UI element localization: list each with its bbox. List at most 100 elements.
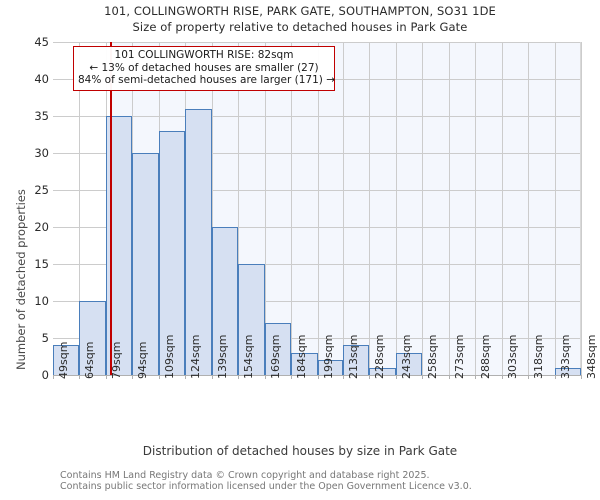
- x-axis-tick-mark: [132, 375, 134, 379]
- property-annotation-box: 101 COLLINGWORTH RISE: 82sqm ← 13% of de…: [73, 46, 335, 91]
- histogram-bar: [264, 323, 292, 375]
- x-axis-tick-label: 348sqm: [585, 334, 598, 379]
- gridline-vertical: [475, 42, 477, 375]
- histogram-bar: [158, 130, 186, 375]
- x-axis-tick-label: 333sqm: [558, 334, 572, 379]
- x-axis-tick-label: 109sqm: [162, 334, 176, 379]
- y-axis-ticks: 0 5 10 15 20 25 30 35 40 45: [0, 0, 49, 500]
- footer-line-1: Contains HM Land Registry data © Crown c…: [60, 470, 430, 481]
- x-axis-title: Distribution of detached houses by size …: [142, 444, 458, 458]
- gridline-horizontal: [53, 190, 580, 191]
- histogram-bar: [79, 301, 106, 375]
- gridline-horizontal: [53, 116, 580, 117]
- x-axis-tick-label: 184sqm: [295, 334, 309, 379]
- y-axis-tick-label: 15: [34, 257, 49, 271]
- x-axis-tick-label: 94sqm: [136, 341, 150, 379]
- histogram-bar: [238, 264, 265, 375]
- x-axis-tick-label: 258sqm: [426, 334, 440, 379]
- gridline-vertical: [238, 42, 240, 375]
- x-axis-tick-label: 199sqm: [321, 334, 335, 379]
- y-axis-tick-label: 0: [41, 368, 49, 382]
- x-axis-tick-mark: [211, 375, 213, 379]
- histogram-bar: [53, 345, 80, 375]
- gridline-vertical: [264, 42, 266, 375]
- x-axis-tick-label: 49sqm: [57, 341, 70, 379]
- page-subtitle: Size of property relative to detached ho…: [132, 20, 468, 34]
- footer-attribution: Contains HM Land Registry data © Crown c…: [60, 470, 580, 492]
- gridline-vertical: [342, 42, 344, 375]
- y-axis-tick-label: 35: [34, 109, 49, 123]
- x-axis-tick-mark: [264, 375, 266, 379]
- y-axis-tick-label: 40: [34, 72, 49, 86]
- annotation-line-2: ← 13% of detached houses are smaller (27…: [89, 61, 319, 74]
- gridline-horizontal: [53, 338, 580, 339]
- gridline-vertical: [211, 42, 213, 375]
- gridline-horizontal: [53, 264, 580, 265]
- histogram-bar: [211, 227, 239, 375]
- x-axis-tick-mark: [475, 375, 477, 379]
- y-axis-tick-label: 25: [34, 183, 49, 197]
- plot-area: [53, 42, 582, 375]
- histogram-bar: [395, 352, 423, 375]
- gridline-horizontal: [53, 301, 580, 302]
- gridline-vertical: [395, 42, 397, 375]
- x-axis-tick-label: 124sqm: [189, 334, 203, 379]
- annotation-line-3: 84% of semi-detached houses are larger (…: [78, 74, 335, 86]
- x-axis-tick-mark: [79, 375, 81, 379]
- histogram-bar: [185, 108, 212, 375]
- x-axis-tick-mark: [554, 375, 556, 379]
- histogram-bar: [342, 345, 370, 375]
- gridline-horizontal: [53, 42, 580, 43]
- y-axis-tick-label: 20: [34, 220, 49, 234]
- gridline-vertical: [317, 42, 319, 375]
- gridline-vertical: [422, 42, 424, 375]
- y-axis-tick-label: 45: [34, 35, 49, 49]
- x-axis-tick-mark: [158, 375, 160, 379]
- x-axis-tick-label: 154sqm: [242, 334, 256, 379]
- histogram-bar: [554, 367, 581, 375]
- y-axis-tick-label: 5: [41, 331, 49, 345]
- x-axis-tick-mark: [395, 375, 397, 379]
- x-axis-tick-mark: [369, 375, 371, 379]
- histogram-bar: [369, 367, 396, 375]
- page-title: 101, COLLINGWORTH RISE, PARK GATE, SOUTH…: [104, 4, 496, 18]
- x-axis-tick-mark: [448, 375, 450, 379]
- x-axis-tick-mark: [528, 375, 530, 379]
- x-axis-tick-label: 169sqm: [268, 334, 282, 379]
- x-axis-tick-mark: [342, 375, 344, 379]
- gridline-vertical: [554, 42, 556, 375]
- gridline-vertical: [501, 42, 503, 375]
- gridline-horizontal: [53, 153, 580, 154]
- x-axis-tick-label: 303sqm: [505, 334, 519, 379]
- annotation-line-1: 101 COLLINGWORTH RISE: 82sqm: [114, 49, 294, 61]
- x-axis-tick-label: 273sqm: [452, 334, 466, 379]
- x-axis-tick-label: 318sqm: [532, 334, 546, 379]
- histogram-bar: [132, 153, 159, 375]
- x-axis-tick-label: 64sqm: [83, 341, 97, 379]
- gridline-vertical: [448, 42, 450, 375]
- y-axis-tick-label: 10: [34, 294, 49, 308]
- histogram-bar: [317, 360, 343, 375]
- gridline-vertical: [369, 42, 371, 375]
- gridline-vertical: [581, 42, 582, 375]
- x-axis-tick-label: 243sqm: [399, 334, 413, 379]
- x-axis-tick-mark: [53, 375, 54, 379]
- x-axis-tick-label: 139sqm: [215, 334, 229, 379]
- footer-line-2: Contains public sector information licen…: [60, 481, 472, 492]
- x-axis-tick-mark: [422, 375, 424, 379]
- x-axis-tick-label: 228sqm: [373, 334, 387, 379]
- histogram-bar: [291, 352, 318, 375]
- x-axis-tick-mark: [317, 375, 319, 379]
- x-axis-tick-mark: [105, 375, 107, 379]
- property-size-marker-line: [110, 42, 113, 375]
- gridline-vertical: [528, 42, 530, 375]
- gridline-vertical: [79, 42, 81, 375]
- x-axis-tick-mark: [501, 375, 503, 379]
- x-axis-line: [53, 375, 582, 376]
- chart-title-block: 101, COLLINGWORTH RISE, PARK GATE, SOUTH…: [0, 3, 600, 35]
- gridline-horizontal: [53, 227, 580, 228]
- y-axis-tick-label: 30: [34, 146, 49, 160]
- x-axis-tick-mark: [238, 375, 240, 379]
- x-axis-tick-label: 288sqm: [479, 334, 493, 379]
